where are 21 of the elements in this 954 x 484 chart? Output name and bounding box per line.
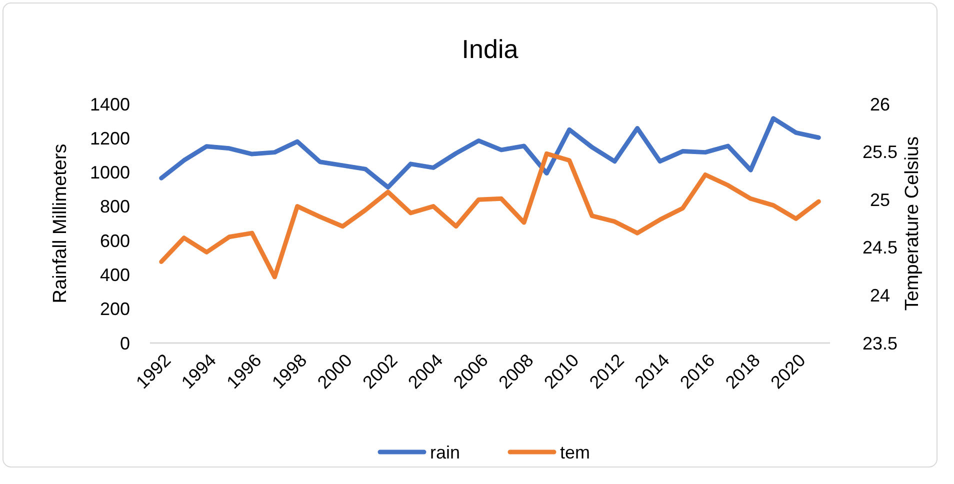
y2-axis-title: Temperature Celsius [902,136,923,311]
y-axis-title: Rainfall Millimeters [50,144,71,304]
legend-label: tem [560,442,590,462]
y-tick-label: 0 [120,333,130,354]
line-series [159,116,821,190]
y-tick-label: 600 [100,230,130,251]
y-tick-label: 1400 [90,94,130,114]
y2-tick-label: 24.5 [862,238,898,258]
y-tick-label: 400 [100,265,130,286]
legend-label: rain [430,442,460,462]
chart-title: India [462,34,519,64]
y-tick-label: 1200 [90,128,130,148]
y-tick-label: 800 [100,196,130,217]
y-tick-label: 200 [100,299,130,320]
line-series [159,151,821,280]
y-tick-label: 1000 [90,162,130,183]
y2-tick-label: 24 [870,286,890,306]
y2-tick-label: 25 [870,190,890,210]
y2-tick-label: 25.5 [862,142,898,162]
y2-tick-label: 26 [870,94,890,114]
y2-tick-label: 23.5 [862,333,898,354]
